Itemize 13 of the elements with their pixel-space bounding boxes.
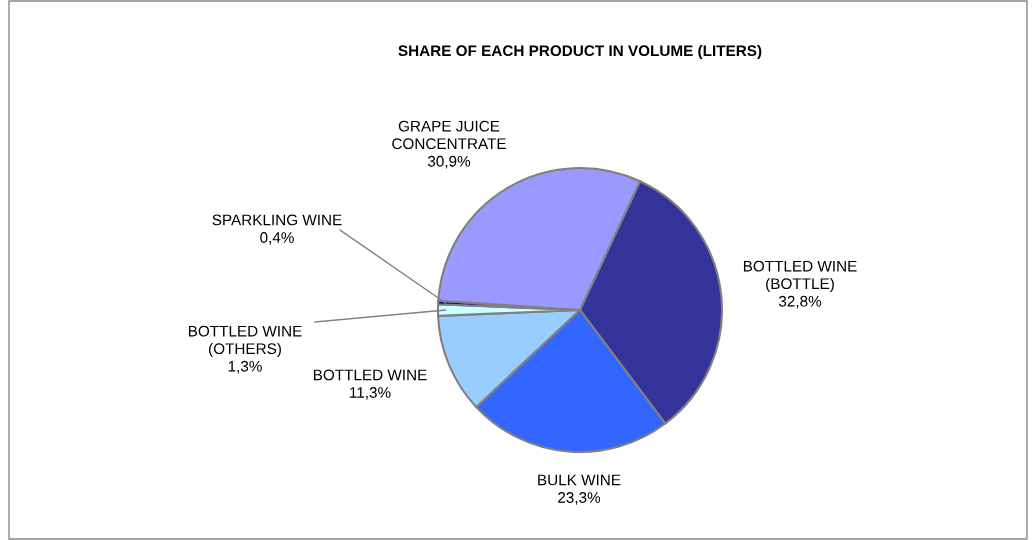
data-label: 30,9% <box>427 155 471 169</box>
data-label: 11,3% <box>350 387 391 400</box>
slice-label: BOTTLED WINE (OTHERS) <box>188 325 302 358</box>
slice-label: BOTTLED WINE <box>313 369 427 381</box>
slice-label: SPARKLING WINE <box>212 214 342 226</box>
slice-label: BOTTLED WINE (BOTTLE) <box>743 260 857 293</box>
slice-label: BULK WINE <box>538 474 621 486</box>
data-label: 0,4% <box>260 232 294 245</box>
chart-title: SHARE OF EACH PRODUCT IN VOLUME (LITERS) <box>398 44 762 60</box>
data-label: 1,3% <box>228 360 262 374</box>
data-label: 32,8% <box>778 295 822 309</box>
slice-label: GRAPE JUICE CONCENTRATE <box>392 120 506 150</box>
data-label: 23,3% <box>558 492 601 505</box>
